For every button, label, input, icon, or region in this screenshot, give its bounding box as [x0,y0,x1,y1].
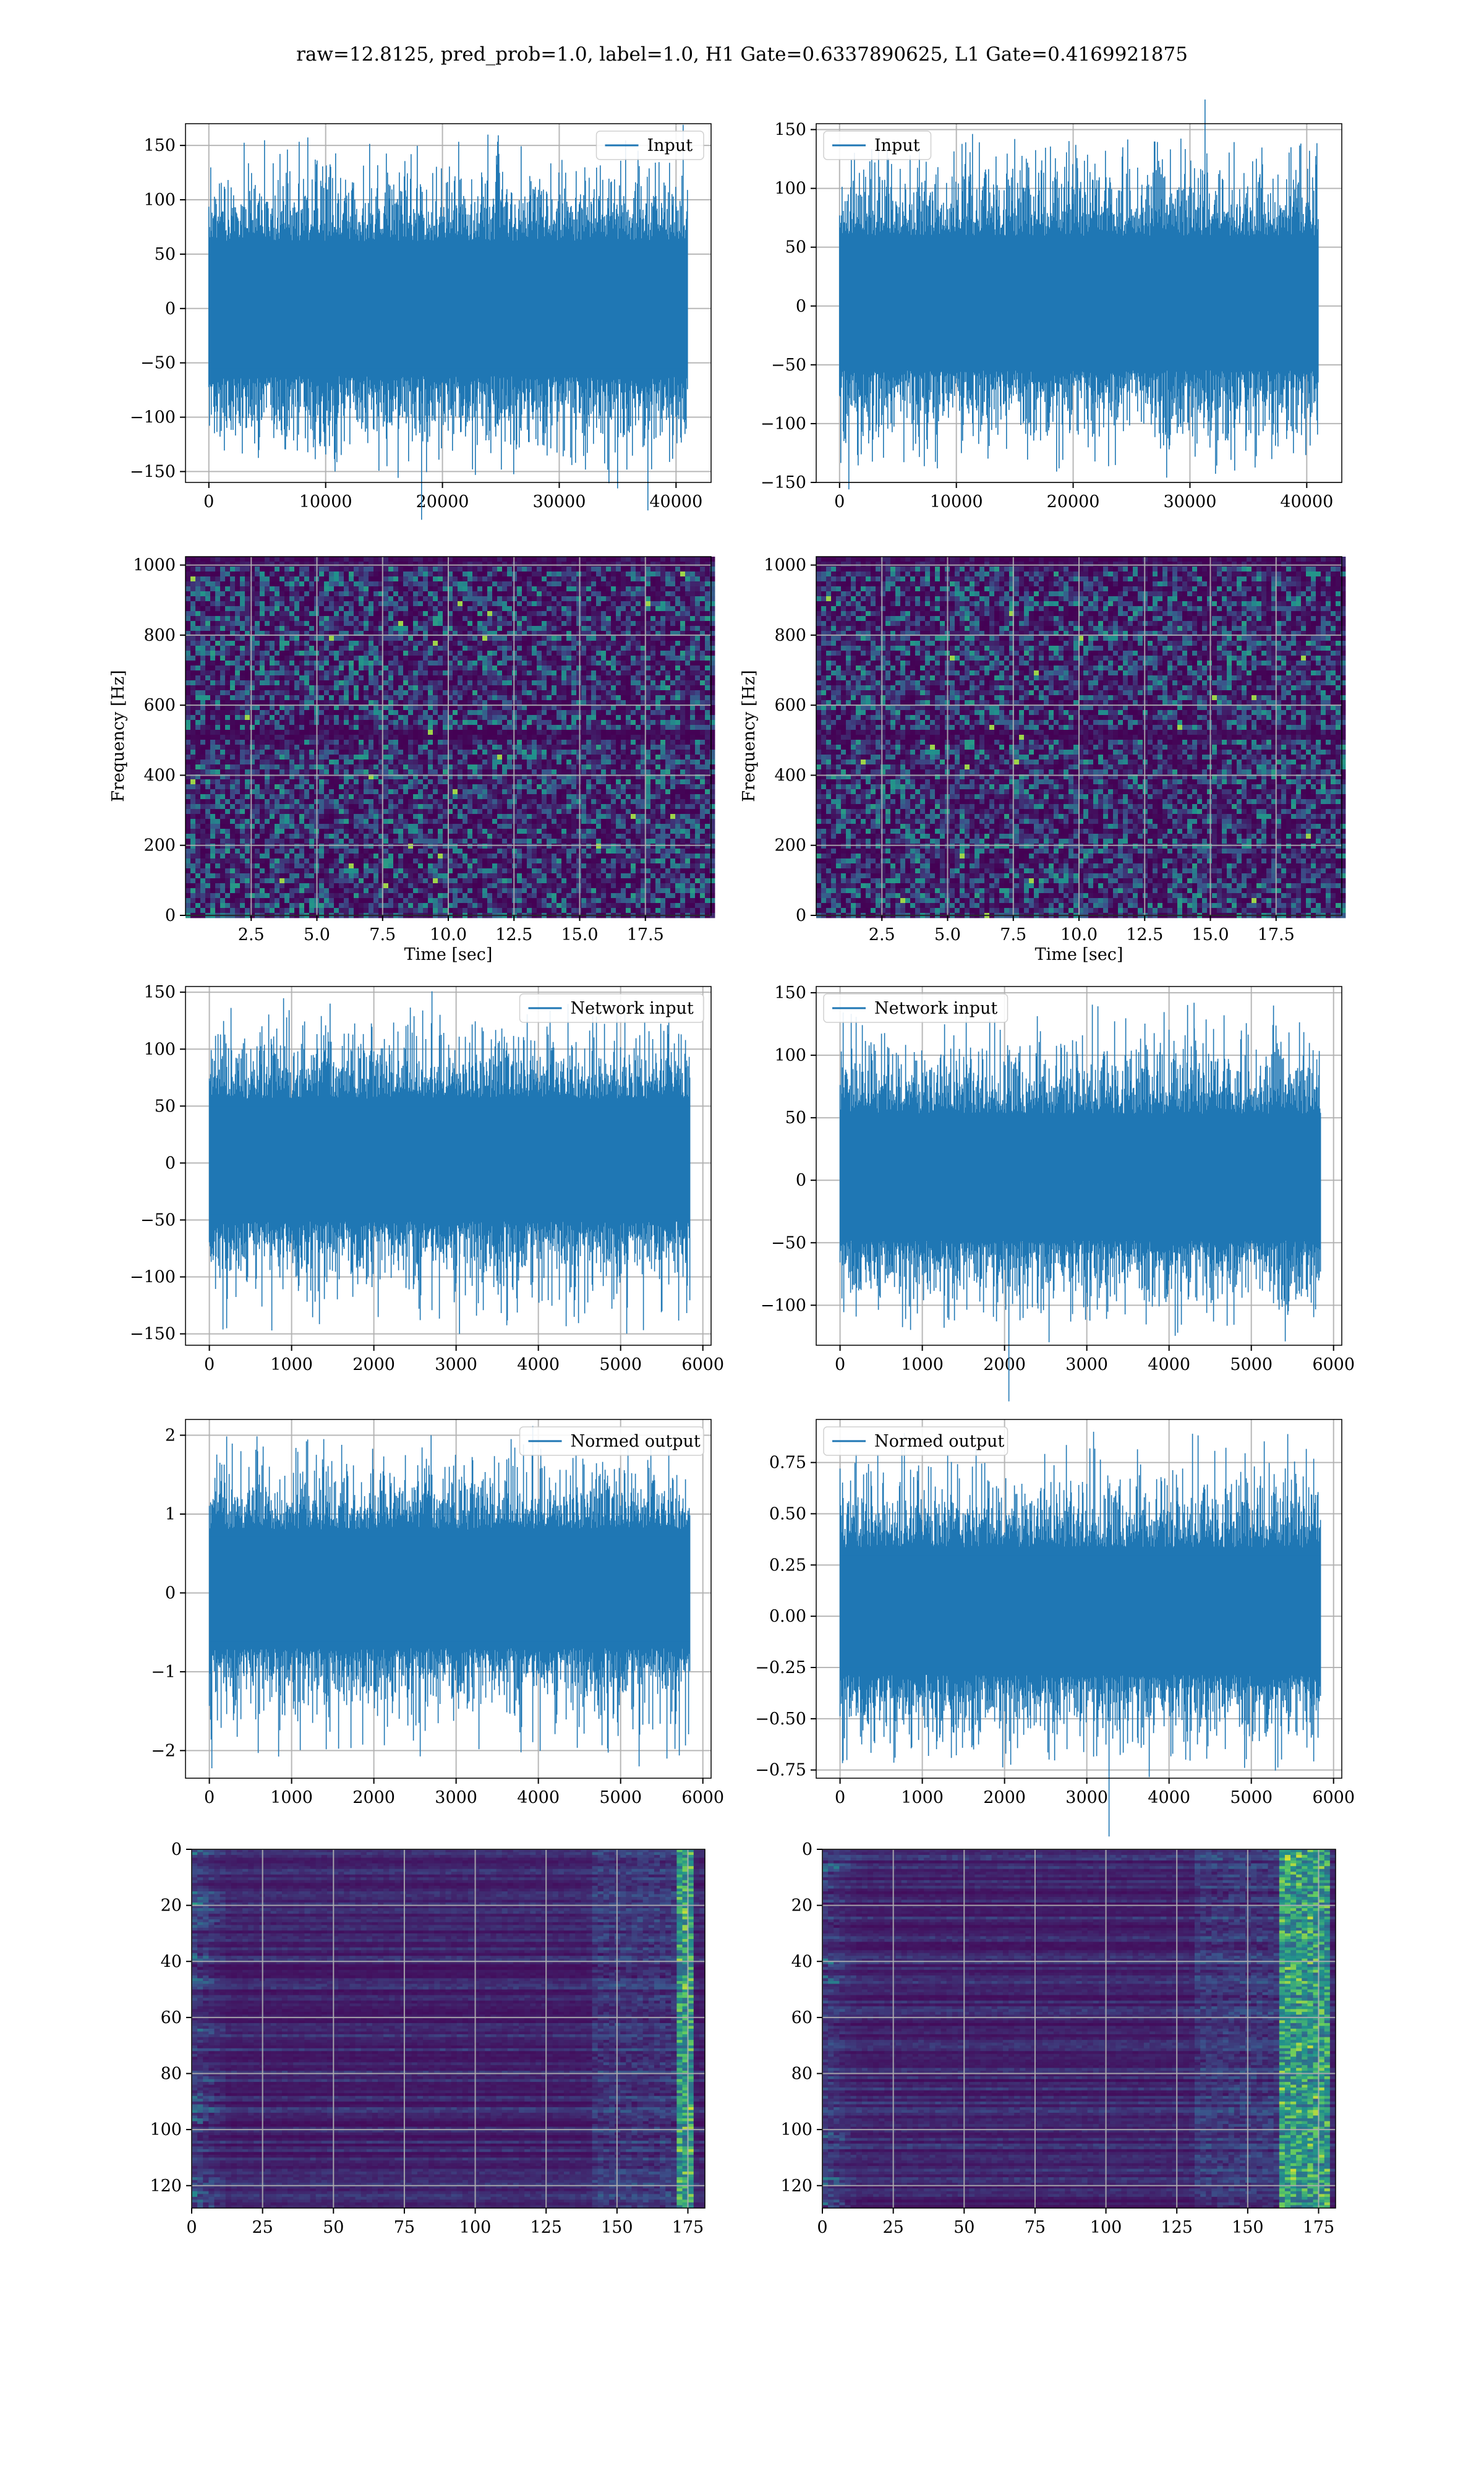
legend-box [595,131,704,160]
x-tick-label: 0 [817,2218,827,2237]
y-tick-label: −100 [130,408,176,427]
y-tick-label: 100 [774,179,806,199]
figure-title: raw=12.8125, pred_prob=1.0, label=1.0, H… [0,43,1484,66]
x-tick-label: 125 [1161,2218,1193,2237]
y-tick-label: 150 [143,136,176,155]
y-tick-label: 100 [780,2120,812,2139]
y-tick-label: 60 [791,2008,812,2027]
legend-label: Input [647,136,693,155]
plot-frame [185,123,712,483]
x-tick-label: 0 [203,492,214,511]
y-tick-label: 0 [802,1840,812,1859]
x-tick-label: 30000 [1163,492,1216,511]
x-tick-label: 0 [834,492,845,511]
x-tick-label: 30000 [532,492,586,511]
y-tick-label: −100 [761,414,806,434]
x-tick-label: 25 [882,2218,903,2237]
x-tick-label: 40000 [1280,492,1333,511]
y-tick-label: 0 [796,297,806,316]
y-tick-label: −150 [130,462,176,481]
x-tick-label: 50 [953,2218,974,2237]
x-tick-label: 100 [1090,2218,1122,2237]
y-tick-label: 120 [780,2177,812,2196]
legend: Input [595,131,704,160]
series-core [208,249,688,369]
x-tick-label: 10000 [930,492,983,511]
axis-ticks-h1-input: 0 10000 20000 30000 40000 −150 −100 −50 0 50 100 15… [130,136,702,511]
y-tick-label: 50 [155,245,176,264]
y-tick-label: −150 [761,473,806,492]
x-tick-label: 20000 [416,492,469,511]
axis-ticks-l1-input: 0 10000 20000 30000 40000−150−100−5005010015… [761,121,1333,511]
feature-map-image [822,1849,1336,2209]
x-tick-label: 20000 [1047,492,1100,511]
x-tick-label: 175 [1303,2218,1335,2237]
y-tick-label: −50 [771,356,806,375]
x-tick-label: 75 [1025,2218,1046,2237]
y-tick-label: 80 [791,2065,812,2084]
y-tick-label: 40 [791,1952,812,1971]
y-tick-label: 0 [165,299,176,319]
x-tick-label: 150 [1232,2218,1264,2237]
x-tick-label: 40000 [649,492,702,511]
x-tick-label: 10000 [299,492,352,511]
y-tick-label: 50 [785,238,806,257]
y-tick-label: 20 [791,1896,812,1915]
y-tick-label: −50 [140,354,176,373]
y-tick-label: 100 [143,190,176,210]
